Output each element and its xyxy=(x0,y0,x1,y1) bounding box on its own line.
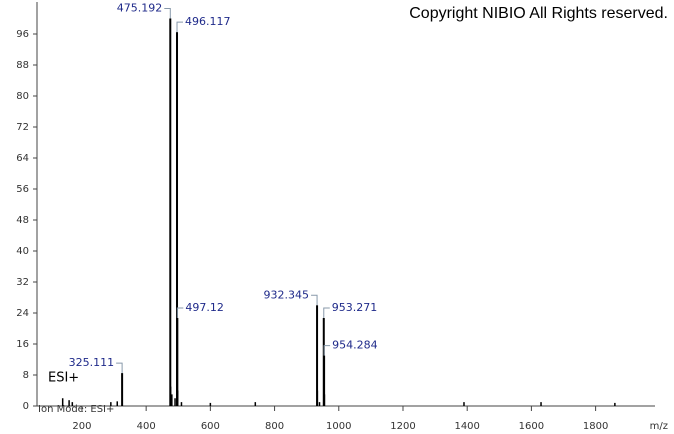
label-leader xyxy=(323,345,331,356)
peak-label: 475.192 xyxy=(117,2,163,15)
x-tick-label: 1600 xyxy=(519,421,544,432)
chart-title: Copyright NIBIO All Rights reserved. xyxy=(409,5,668,22)
y-tick-label: 16 xyxy=(16,339,29,350)
y-tick-label: 64 xyxy=(16,153,29,164)
y-tick-label: 72 xyxy=(16,122,29,133)
x-tick-label: 1400 xyxy=(454,421,479,432)
y-tick-label: 8 xyxy=(23,370,29,381)
footer: Ion Mode: ESI+ xyxy=(38,404,114,415)
peak-label: 953.271 xyxy=(332,301,378,314)
y-tick-label: 96 xyxy=(16,29,29,40)
y-tick-label: 48 xyxy=(16,215,29,226)
y-tick-label: 80 xyxy=(16,91,29,102)
y-tick-label: 24 xyxy=(16,308,29,319)
peak-label: 932.345 xyxy=(264,288,310,301)
y-tick-label: 40 xyxy=(16,246,29,257)
peak-label: 496.117 xyxy=(185,15,231,28)
label-leader xyxy=(311,294,318,306)
x-tick-label: 800 xyxy=(265,421,284,432)
peak-label: 497.12 xyxy=(185,301,224,314)
label-leader xyxy=(176,21,184,33)
label-leader xyxy=(116,362,123,374)
label-leader xyxy=(176,307,184,319)
x-axis-label: m/z xyxy=(650,421,668,432)
x-tick-label: 1200 xyxy=(390,421,415,432)
y-tick-label: 32 xyxy=(16,277,29,288)
x-tick-label: 1800 xyxy=(583,421,608,432)
x-tick-label: 1000 xyxy=(326,421,351,432)
label-leader xyxy=(323,307,330,319)
y-tick-label: 0 xyxy=(23,401,29,412)
y-tick-label: 88 xyxy=(16,60,29,71)
x-tick-label: 400 xyxy=(137,421,156,432)
peak-label: 954.284 xyxy=(332,339,378,352)
x-tick-label: 600 xyxy=(201,421,220,432)
x-tick-label: 200 xyxy=(72,421,91,432)
peak-label: 325.111 xyxy=(69,356,115,369)
y-tick-label: 56 xyxy=(16,184,29,195)
annotation: ESI+ xyxy=(48,371,79,386)
label-leader xyxy=(164,8,171,19)
